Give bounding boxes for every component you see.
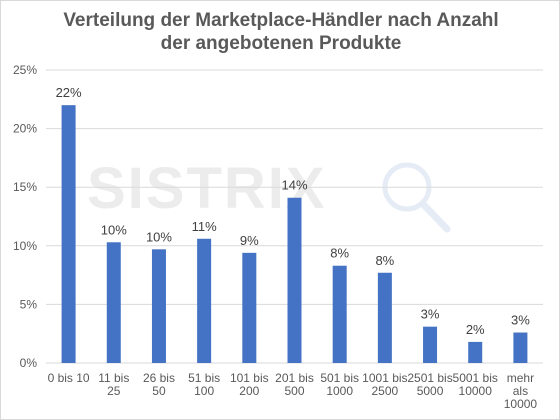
bars [61, 105, 528, 363]
bar [106, 242, 121, 363]
magnifier-handle [419, 200, 451, 233]
y-tick-label: 25% [13, 63, 37, 77]
y-tick-label: 0% [20, 356, 38, 370]
bar [197, 238, 212, 363]
data-label: 8% [375, 253, 394, 268]
data-label: 3% [511, 313, 530, 328]
sistrix-watermark-logo: SISTRIX [87, 156, 451, 233]
data-label: 3% [421, 307, 440, 322]
data-label: 2% [466, 322, 485, 337]
data-label: 11% [192, 219, 217, 234]
x-tick-label: 2501 bis 5000 [407, 371, 452, 398]
x-tick-label: 501 bis 1000 [320, 371, 359, 398]
data-label: 22% [56, 85, 82, 100]
y-tick-label: 15% [13, 180, 37, 194]
y-tick-label: 10% [13, 239, 37, 253]
bar [377, 272, 392, 363]
data-label: 10% [101, 222, 127, 237]
bar [287, 197, 302, 363]
x-tick-label: 201 bis 500 [275, 371, 314, 398]
x-tick-label: 0 bis 10 [48, 371, 90, 385]
y-axis: 0% 5% 10% 15% 20% 25% [13, 63, 37, 370]
data-label: 9% [240, 233, 259, 248]
data-label: 14% [281, 178, 307, 193]
x-tick-label: 51 bis 100 [188, 371, 220, 398]
data-label: 10% [146, 229, 172, 244]
x-axis: 0 bis 10 11 bis 25 26 bis 50 51 bis 100 101 bis… [48, 371, 538, 411]
x-tick-label: 101 bis 200 [230, 371, 269, 398]
bar [513, 332, 528, 363]
y-tick-label: 20% [13, 122, 37, 136]
watermark-text: SISTRIX [87, 156, 327, 221]
data-label: 8% [330, 246, 349, 261]
x-tick-label: 11 bis 25 [98, 371, 129, 398]
bar [242, 252, 257, 363]
bar [61, 105, 76, 363]
y-tick-label: 5% [20, 297, 38, 311]
x-tick-label: mehr als 10000 [504, 371, 538, 411]
bar [423, 326, 438, 363]
data-labels: 22% 10% 10% 11% 9% 14% 8% 8% 3% 2% 3% [56, 85, 531, 337]
x-tick-label: 1001 bis 2500 [362, 371, 407, 398]
bar [332, 265, 347, 363]
x-tick-label: 26 bis 50 [143, 371, 175, 398]
chart-title: Verteilung der Marketplace-Händler nach … [63, 10, 499, 54]
bar [151, 249, 166, 363]
bar [468, 341, 483, 363]
x-tick-label: 5001 bis 10000 [453, 371, 498, 398]
